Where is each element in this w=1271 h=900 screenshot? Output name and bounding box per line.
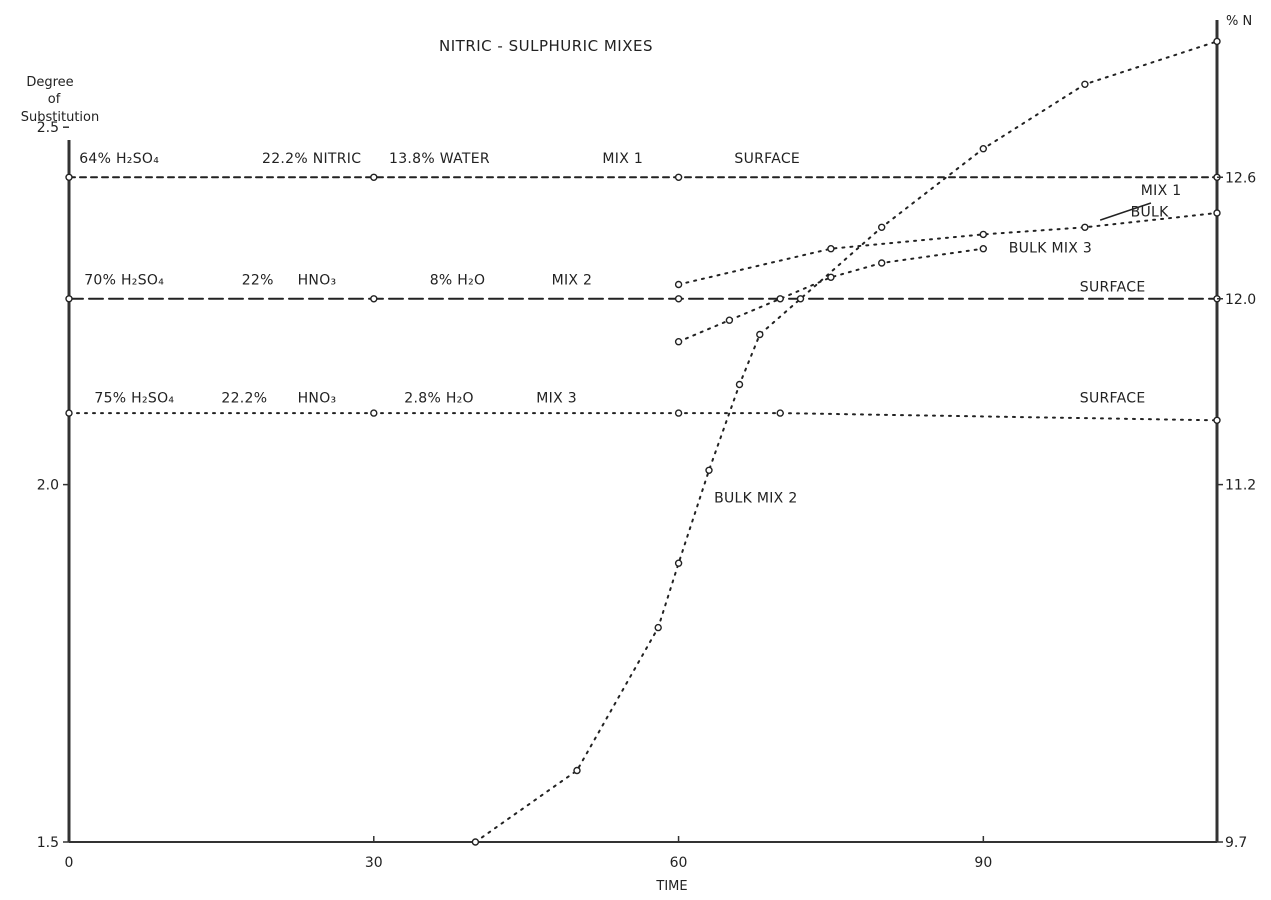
annotation-label: HNO₃ — [298, 390, 337, 406]
annotation-label: 2.8% H₂O — [404, 390, 474, 406]
annotation-label: MIX 2 — [552, 273, 593, 289]
y-tick-label-left: 2.0 — [37, 478, 59, 494]
annotation-label: 22.2% NITRIC — [262, 151, 361, 167]
x-tick-label: 0 — [65, 855, 74, 871]
data-point — [756, 330, 764, 339]
data-point — [827, 244, 835, 253]
annotation-label: HNO₃ — [298, 273, 337, 289]
annotation-pointer — [1099, 202, 1152, 221]
data-point — [674, 338, 683, 346]
annotation-label: 64% H₂SO₄ — [79, 151, 159, 167]
series-line-6 — [677, 247, 985, 343]
annotation-label: MIX 1 — [602, 151, 643, 167]
chart-title: NITRIC - SULPHURIC MIXES — [439, 37, 653, 55]
data-point — [65, 173, 73, 182]
y-axis-right-title: % N — [1226, 14, 1252, 29]
y-tick-label-right: 12.6 — [1225, 170, 1256, 186]
data-point — [370, 295, 378, 303]
data-point — [674, 295, 683, 303]
y-axis-left-title-line-2: of — [48, 92, 61, 107]
data-point — [878, 223, 886, 232]
data-point — [370, 173, 378, 182]
annotation-label: SURFACE — [734, 151, 800, 167]
annotation-label: SURFACE — [1080, 280, 1146, 296]
y-tick-label-left: 2.5 — [37, 120, 59, 136]
series-line-3 — [68, 412, 1218, 422]
x-tick-label: 60 — [670, 855, 688, 871]
data-point — [674, 173, 683, 182]
series-line-4 — [677, 212, 1218, 286]
annotation-label: BULK — [1131, 205, 1170, 221]
annotation-label: SURFACE — [1080, 390, 1146, 406]
data-point — [674, 409, 683, 417]
data-point — [979, 244, 987, 253]
annotation-label: BULK MIX 2 — [714, 491, 797, 507]
data-point — [1213, 209, 1221, 217]
x-axis-title: TIME — [655, 879, 687, 894]
annotation-label: 13.8% WATER — [389, 151, 490, 167]
y-axis-left-title-line-1: Degree — [26, 75, 73, 90]
annotation-label: BULK MIX 3 — [1009, 240, 1092, 256]
annotation-label: MIX 1 — [1141, 183, 1182, 199]
series-line-5 — [474, 40, 1218, 843]
annotations-group: 64% H₂SO₄ 22.2% NITRIC 13.8% WATER MIX 1 SUR… — [79, 151, 1181, 507]
data-point — [979, 144, 987, 153]
data-point — [735, 380, 744, 389]
axes — [67, 20, 1219, 843]
y-axis-left-title-line-3: Substitution — [21, 110, 99, 125]
y-tick-label-right: 11.2 — [1225, 478, 1256, 494]
data-point — [1213, 37, 1221, 46]
data-point — [674, 559, 683, 567]
x-tick-label: 90 — [974, 855, 992, 871]
x-tick-label: 30 — [365, 855, 383, 871]
data-point — [471, 838, 480, 846]
ticks-group: 0 30 60 90 1.5 2.0 2.5 9.7 11.2 12.0 12.6 — [37, 120, 1257, 871]
annotation-label: MIX 3 — [536, 390, 577, 406]
data-point — [1213, 416, 1221, 424]
y-tick-label-right: 12.0 — [1225, 292, 1256, 308]
data-point — [65, 295, 73, 303]
annotation-label: 75% H₂SO₄ — [94, 390, 174, 406]
data-point — [705, 466, 713, 474]
data-point — [725, 316, 734, 324]
data-point — [1081, 80, 1089, 89]
data-point — [827, 273, 835, 281]
data-point — [65, 409, 73, 417]
data-point — [573, 766, 581, 775]
data-point — [979, 230, 987, 239]
data-point — [878, 259, 886, 267]
data-point — [1081, 223, 1089, 232]
annotation-label: 8% H₂O — [430, 273, 486, 289]
y-tick-label-left: 1.5 — [37, 835, 59, 851]
data-point — [674, 280, 683, 289]
data-point — [776, 295, 784, 303]
y-tick-label-right: 9.7 — [1225, 835, 1247, 851]
annotation-label: 22.2% — [221, 390, 267, 406]
data-point — [796, 295, 805, 303]
data-point — [776, 409, 784, 417]
annotation-label: 70% H₂SO₄ — [84, 273, 164, 289]
data-point — [370, 409, 378, 417]
annotation-label: 22% — [242, 273, 274, 289]
data-point — [654, 623, 662, 632]
